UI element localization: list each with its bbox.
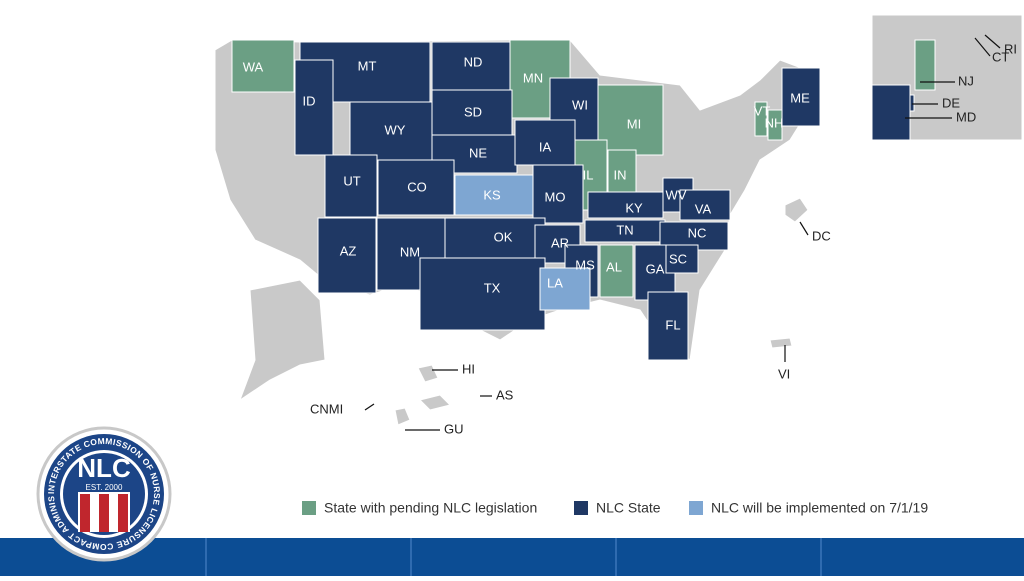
state-label: GA: [646, 261, 665, 276]
state-label: SC: [669, 251, 687, 266]
state: [419, 257, 546, 331]
state-label: ND: [464, 54, 483, 69]
state: [754, 101, 768, 137]
footer-band: [0, 538, 1024, 576]
state: [377, 159, 455, 216]
state-label: LA: [547, 275, 563, 290]
state-label: IN: [614, 167, 627, 182]
state-label: AR: [551, 235, 569, 250]
state-label: MO: [545, 189, 566, 204]
callout-label: NJ: [958, 73, 974, 88]
legend-label: NLC will be implemented on 7/1/19: [711, 500, 928, 516]
state: [514, 119, 576, 166]
state-label: ID: [303, 93, 316, 108]
legend-swatch: [574, 501, 588, 515]
state-label: SD: [464, 104, 482, 119]
state: [294, 59, 334, 156]
legend-swatch: [302, 501, 316, 515]
state: [647, 291, 689, 361]
callout-label: CT: [992, 49, 1009, 64]
state-label: TN: [616, 222, 633, 237]
callout-label: DE: [942, 95, 960, 110]
leader-line: [974, 37, 991, 57]
state-label: ME: [790, 90, 810, 105]
state-label: KY: [625, 200, 643, 215]
state-label: WI: [572, 97, 588, 112]
legend-swatch: [689, 501, 703, 515]
callout-shape: [914, 39, 936, 91]
legend: State with pending NLC legislation NLC St…: [302, 500, 928, 516]
logo-established: EST. 2000: [86, 483, 123, 492]
state-label: AL: [606, 259, 622, 274]
state-label: WA: [243, 59, 264, 74]
callout-label: CNMI: [310, 401, 343, 416]
state-label: KS: [483, 187, 501, 202]
leader-line: [799, 221, 809, 236]
state-label: MS: [575, 257, 595, 272]
footer-bar: [0, 538, 1024, 576]
state: [454, 174, 534, 216]
callout-shape: [871, 84, 911, 141]
state-label: OK: [494, 229, 513, 244]
labels: WA MT ND MN ID WY SD WI MI NE IA IL IN UT CO KS MO KY WV VA…: [243, 34, 1017, 436]
callout-label: DC: [812, 228, 831, 243]
state-label: WV: [666, 187, 687, 202]
state: [317, 217, 377, 294]
state: [665, 244, 699, 274]
state-label: WY: [385, 122, 406, 137]
state: [324, 154, 378, 218]
callout-label: AS: [496, 387, 514, 402]
leader-line: [364, 403, 375, 411]
state: [781, 67, 821, 127]
callout-label: GU: [444, 421, 464, 436]
state-label: IA: [539, 139, 552, 154]
state: [587, 191, 664, 219]
state-label: MT: [358, 58, 377, 73]
state-label: NE: [469, 145, 487, 160]
state: [599, 244, 634, 298]
state-label: NM: [400, 244, 420, 259]
callout-label: VI: [778, 366, 790, 381]
legend-label: State with pending NLC legislation: [324, 500, 537, 516]
state: [231, 39, 295, 93]
state: [431, 41, 511, 91]
state: [431, 89, 513, 136]
state-label: CO: [407, 179, 427, 194]
state-label: TX: [484, 280, 501, 295]
leader-line: [984, 34, 1001, 49]
state: [767, 109, 783, 141]
state-label: VA: [695, 201, 712, 216]
callout-label: HI: [462, 361, 475, 376]
state-label: FL: [665, 317, 680, 332]
state-label: UT: [343, 173, 360, 188]
state: [679, 189, 731, 221]
state-label: NC: [688, 225, 707, 240]
callout-label: RI: [1004, 41, 1017, 56]
state-label: MN: [523, 70, 543, 85]
state: [539, 267, 591, 311]
state: [532, 164, 584, 224]
state-label: AZ: [340, 243, 357, 258]
logo: INTERSTATE COMMISSION OF NURSE LICENSURE…: [0, 0, 172, 562]
state-label: NH: [765, 115, 784, 130]
legend-label: NLC State: [596, 500, 661, 516]
states: [231, 39, 936, 361]
callout-label: MD: [956, 109, 976, 124]
state-label: IL: [583, 167, 594, 182]
logo-title: NLC: [77, 453, 131, 483]
state: [597, 84, 664, 156]
state-label: VT: [754, 103, 771, 118]
state-label: MI: [627, 116, 641, 131]
